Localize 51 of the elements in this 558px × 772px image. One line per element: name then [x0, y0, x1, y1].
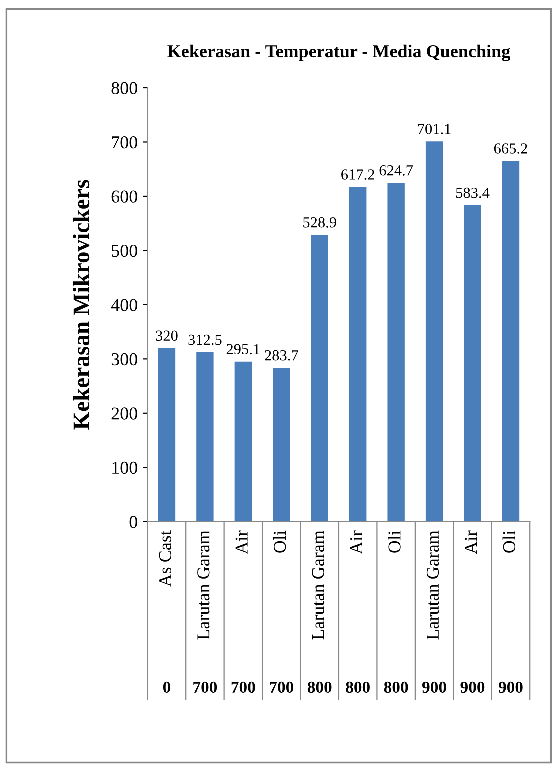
- bar: [349, 187, 367, 522]
- x-tick-label: Oli: [388, 530, 401, 553]
- y-axis-title: Kekerasan Mikrovickers: [72, 180, 90, 430]
- text: 0: [163, 682, 171, 694]
- x-tick-label: Larutan Garam: [426, 530, 440, 640]
- y-tick-label: 100: [112, 462, 138, 474]
- bar: [388, 183, 405, 522]
- x-tick-label: Oli: [273, 530, 286, 553]
- text: 900: [498, 682, 523, 694]
- bar: [234, 362, 252, 522]
- x-tick-label: Larutan Garam: [198, 530, 210, 640]
- bar: [273, 368, 290, 522]
- text: 700: [232, 682, 256, 694]
- y-tick-label: 500: [112, 244, 138, 258]
- x-tick-label: Air: [465, 530, 478, 554]
- text: 900: [422, 682, 446, 694]
- data-label: 283.7: [265, 350, 298, 361]
- data-label: 295.1: [226, 344, 260, 355]
- data-label: 312.5: [188, 334, 222, 346]
- text: 700: [194, 682, 218, 694]
- x-tick-label: Oli: [502, 530, 516, 553]
- x-tick-label: Air: [350, 530, 362, 554]
- x-tick-label: Air: [236, 530, 248, 554]
- y-tick-label: 200: [112, 408, 138, 420]
- data-label: 617.2: [342, 170, 374, 180]
- y-tick-label: 700: [112, 136, 138, 149]
- y-tick-label: 800: [112, 82, 138, 94]
- y-tick-label: 0: [130, 516, 138, 528]
- y-tick-label: 300: [112, 353, 138, 366]
- chart-title: Kekerasan - Temperatur - Media Quenching: [168, 44, 510, 62]
- x-tick-label: As Cast: [159, 530, 172, 588]
- bar: [502, 161, 520, 522]
- x-tick-label: Larutan Garam: [312, 530, 324, 640]
- y-tick-label: 600: [112, 190, 138, 203]
- text: 800: [384, 682, 408, 694]
- data-label: 701.1: [418, 124, 451, 134]
- text: 800: [346, 682, 370, 694]
- data-label: 665.2: [494, 144, 528, 154]
- bar: [196, 352, 214, 522]
- text: 900: [460, 682, 485, 694]
- text: 800: [308, 682, 332, 694]
- bar: [426, 142, 444, 522]
- data-label: 583.4: [456, 188, 490, 198]
- bar: [158, 348, 176, 522]
- data-label: 320: [156, 330, 178, 342]
- bar: [464, 205, 482, 522]
- data-label: 624.7: [380, 166, 414, 176]
- text: 700: [270, 682, 294, 694]
- y-tick-label: 400: [111, 299, 138, 312]
- data-label: 528.9: [304, 217, 336, 228]
- bar: [311, 235, 328, 522]
